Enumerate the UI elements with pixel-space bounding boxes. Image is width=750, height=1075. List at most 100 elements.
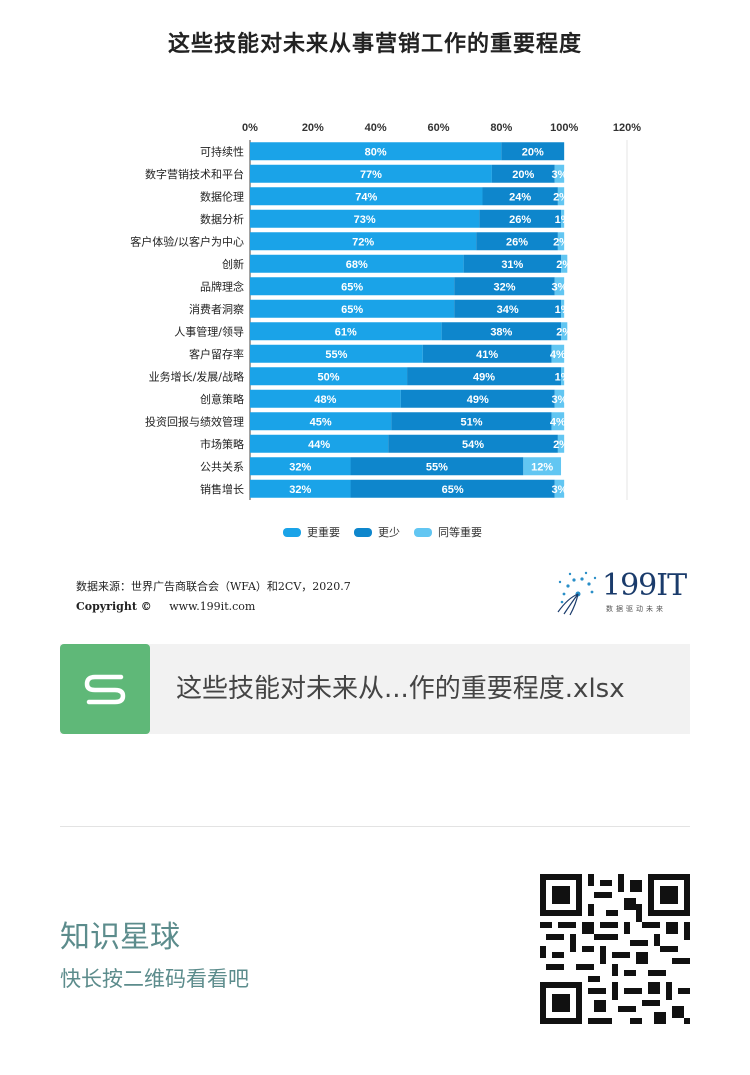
bar-segment [561, 299, 565, 318]
data-label: 1% [555, 304, 571, 316]
data-label: 2% [553, 236, 569, 248]
bar-segment [350, 479, 555, 498]
data-label: 4% [550, 416, 566, 428]
data-label: 2% [553, 439, 569, 451]
copyright-label: Copyright © [76, 600, 152, 613]
data-label: 50% [318, 371, 340, 383]
logo-slogan: 数据驱动未来 [606, 605, 666, 613]
bar-segment [250, 164, 492, 183]
data-label: 41% [476, 349, 498, 361]
file-attachment-card[interactable]: 这些技能对未来从...作的重要程度.xlsx [60, 644, 690, 734]
bar-segment [454, 277, 555, 296]
bar-segment [250, 299, 455, 318]
bar-segment [557, 434, 565, 453]
category-label: 可持续性 [200, 144, 244, 158]
bar-segment [250, 322, 442, 341]
bar-segment [388, 434, 558, 453]
data-label: 80% [365, 146, 387, 158]
bar-segment [250, 254, 464, 273]
bar-segment [554, 389, 565, 408]
bar-segment [250, 232, 477, 251]
legend-swatch [354, 527, 372, 537]
data-label: 48% [314, 394, 336, 406]
bar-segment [561, 367, 565, 386]
data-label: 55% [426, 461, 448, 473]
bar-segment [476, 232, 558, 251]
legend-label: 同等重要 [438, 526, 482, 539]
page-title: 这些技能对未来从事营销工作的重要程度 [167, 32, 582, 57]
category-label: 品牌理念 [200, 279, 244, 293]
data-label: 26% [509, 214, 531, 226]
legend-swatch [283, 527, 301, 537]
data-label: 49% [473, 371, 495, 383]
bar-segment [561, 322, 568, 341]
copyright-line: Copyright © www.199it.com [76, 600, 255, 613]
data-source: 数据来源：世界广告商联合会（WFA）和2CV，2020.7 [76, 580, 351, 593]
category-label: 市场策略 [200, 437, 244, 451]
bar-segment [350, 457, 524, 476]
data-label: 51% [460, 416, 482, 428]
bar-segment [523, 457, 562, 476]
data-label: 49% [467, 394, 489, 406]
data-label: 32% [289, 484, 311, 496]
data-label: 3% [552, 169, 568, 181]
data-label: 4% [550, 349, 566, 361]
stacked-bar-chart: 0% 20% 40% 60% 80% 100% 120% 可持续性 80% 20% 数字营销技术和平… [130, 122, 641, 500]
bar-segment [250, 142, 502, 161]
qr-code-icon[interactable] [540, 874, 690, 1024]
bar-segment [441, 322, 562, 341]
data-label: 38% [490, 326, 512, 338]
data-label: 31% [501, 259, 523, 271]
data-label: 2% [556, 259, 572, 271]
bar-segment [501, 142, 565, 161]
data-label: 61% [335, 326, 357, 338]
bar-segment [250, 412, 392, 431]
data-label: 12% [531, 461, 553, 473]
bar-segment [554, 164, 565, 183]
bar-segment [454, 299, 562, 318]
bar-segment [554, 479, 565, 498]
bar-segment [554, 277, 565, 296]
data-label: 55% [325, 349, 347, 361]
data-label: 65% [341, 281, 363, 293]
data-label: 3% [552, 394, 568, 406]
website-link[interactable]: www.199it.com [169, 600, 256, 613]
data-label: 65% [341, 304, 363, 316]
bar-segment [561, 209, 565, 228]
category-label: 创意策略 [200, 392, 244, 406]
data-label: 20% [522, 146, 544, 158]
bar-segment [250, 344, 423, 363]
planet-title: 知识星球 [60, 920, 180, 955]
bar-segment [482, 187, 558, 206]
legend-item-less: 更少 [354, 524, 400, 540]
legend-swatch [414, 527, 432, 537]
data-label: 54% [462, 439, 484, 451]
legend-item-equal: 同等重要 [414, 524, 482, 540]
legend-label: 更少 [378, 526, 400, 539]
data-label: 45% [310, 416, 332, 428]
data-label: 24% [509, 191, 531, 203]
bar-segment [551, 412, 565, 431]
category-label: 数字营销技术和平台 [145, 167, 244, 181]
bar-segment [250, 389, 401, 408]
file-name: 这些技能对未来从...作的重要程度.xlsx [176, 674, 625, 704]
bar-segment [491, 164, 555, 183]
bar-segment [391, 412, 552, 431]
data-label: 32% [493, 281, 515, 293]
data-label: 44% [308, 439, 330, 451]
data-label: 2% [556, 326, 572, 338]
bar-segment [407, 367, 562, 386]
bar-segment [551, 344, 565, 363]
data-label: 1% [555, 371, 571, 383]
spreadsheet-file-icon [60, 644, 150, 734]
bar-segment [250, 187, 483, 206]
bar-segment [250, 434, 389, 453]
data-label: 73% [354, 214, 376, 226]
data-label: 20% [512, 169, 534, 181]
category-label: 人事管理/领导 [174, 324, 244, 338]
category-label: 客户留存率 [189, 347, 244, 361]
bar-segment [561, 254, 568, 273]
category-label: 数据伦理 [200, 189, 244, 203]
data-label: 1% [555, 214, 571, 226]
legend-item-more-important: 更重要 [283, 524, 340, 540]
